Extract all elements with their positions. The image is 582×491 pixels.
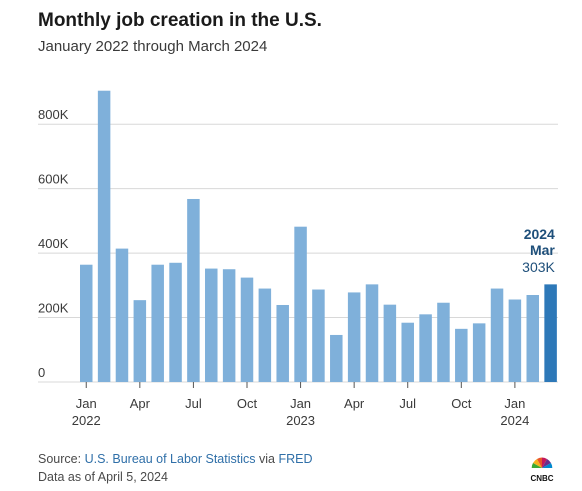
- y-tick-label: 0: [38, 365, 45, 380]
- x-tick-label: Oct: [451, 396, 472, 411]
- chart-subtitle: January 2022 through March 2024: [38, 38, 268, 55]
- bar: [222, 269, 236, 382]
- bar: [80, 264, 93, 382]
- bar: [258, 288, 272, 382]
- y-tick-label: 600K: [38, 172, 69, 187]
- bar: [472, 323, 486, 382]
- bar: [276, 304, 289, 382]
- annotation-month: Mar: [530, 242, 555, 258]
- x-tick-label: Jul: [399, 396, 416, 411]
- svg-text:CNBC: CNBC: [530, 474, 553, 483]
- bar: [294, 226, 307, 382]
- bar: [330, 334, 343, 382]
- bar: [133, 300, 147, 382]
- bar: [437, 302, 450, 382]
- bar: [187, 198, 200, 382]
- source-via: via: [258, 452, 275, 466]
- y-tick-label: 800K: [38, 107, 69, 122]
- bar: [151, 264, 164, 382]
- bar: [240, 277, 254, 382]
- source-line: Source: U.S. Bureau of Labor Statistics …: [38, 452, 312, 466]
- cnbc-logo: CNBC: [530, 457, 554, 483]
- bar: [115, 248, 129, 382]
- data-date: Data as of April 5, 2024: [38, 470, 168, 484]
- x-tick-year-label: 2022: [72, 413, 101, 428]
- x-tick-label: Jul: [185, 396, 202, 411]
- bar: [455, 328, 468, 382]
- bar: [383, 304, 397, 382]
- source-fred-link[interactable]: FRED: [278, 452, 313, 466]
- bar: [97, 90, 111, 382]
- x-tick-label: Apr: [344, 396, 365, 411]
- bar: [365, 284, 379, 382]
- x-tick-year-label: 2023: [286, 413, 315, 428]
- y-tick-label: 400K: [38, 236, 69, 251]
- bar: [205, 268, 218, 382]
- annotation-value: 303K: [522, 259, 555, 275]
- x-axis-labels: Jan 2022 Apr Jul Oct Jan 2023 Apr Jul Oct Jan 2024: [72, 382, 529, 428]
- x-tick-label: Jan: [76, 396, 97, 411]
- x-tick-label: Jan: [290, 396, 311, 411]
- bar: [312, 289, 325, 382]
- bar: [508, 299, 522, 382]
- bars: [80, 90, 557, 382]
- bar: [544, 284, 557, 382]
- y-tick-label: 200K: [38, 301, 69, 316]
- source-prefix: Source:: [38, 452, 82, 466]
- x-tick-label: Jan: [504, 396, 525, 411]
- bar: [169, 262, 182, 382]
- bar: [347, 292, 361, 382]
- bar: [419, 314, 432, 382]
- bar: [526, 295, 539, 382]
- source-bls-link[interactable]: U.S. Bureau of Labor Statistics: [84, 452, 256, 466]
- y-axis-labels: 0 200K 400K 600K 800K: [38, 107, 69, 380]
- bar: [401, 322, 414, 382]
- x-tick-label: Oct: [237, 396, 258, 411]
- x-tick-year-label: 2024: [500, 413, 529, 428]
- annotation-year: 2024: [524, 226, 555, 242]
- bar-chart: 0 200K 400K 600K 800K Jan 2022 Apr Jul Oct Jan 202…: [38, 90, 558, 428]
- x-tick-label: Apr: [130, 396, 151, 411]
- bar: [490, 288, 504, 382]
- chart-title: Monthly job creation in the U.S.: [38, 10, 322, 31]
